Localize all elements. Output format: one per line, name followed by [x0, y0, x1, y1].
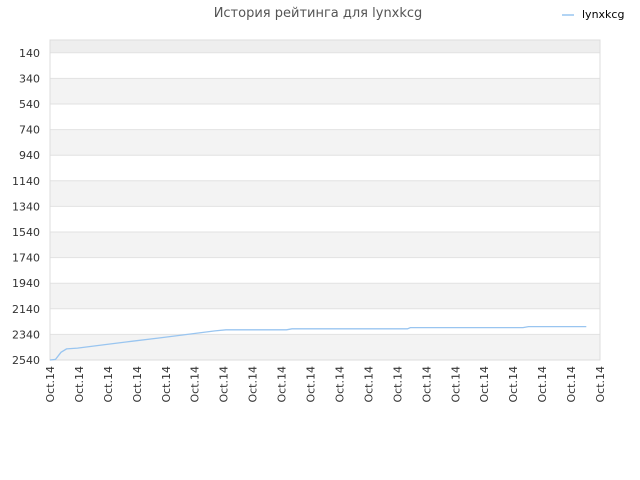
- legend-label-lynxkcg: lynxkcg: [582, 8, 624, 21]
- chart-title: История рейтинга для lynxkcg: [214, 6, 423, 21]
- x-tick-label: Oct.14: [247, 366, 260, 403]
- y-axis-ticks: 140 340 540 740 940 1140 1340 1540 1740 1940 2140 2…: [12, 47, 40, 367]
- x-tick-label: Oct.14: [305, 366, 318, 403]
- plot-band: [50, 308, 600, 335]
- y-tick-label: 740: [19, 124, 40, 137]
- plot-band: [50, 283, 600, 309]
- y-tick-label: 1340: [12, 200, 40, 213]
- plot-band: [50, 52, 600, 79]
- x-tick-label: Oct.14: [391, 366, 404, 403]
- x-tick-label: Oct.14: [131, 366, 144, 403]
- plot-band: [50, 334, 600, 360]
- plot-band: [50, 257, 600, 284]
- plot-area-border: [49, 39, 601, 361]
- x-tick-label: Oct.14: [449, 366, 462, 403]
- y-tick-label: 2140: [12, 303, 40, 316]
- plot-band: [50, 129, 600, 156]
- y-tick-label: 2540: [12, 354, 40, 367]
- plot-band: [50, 180, 600, 207]
- x-tick-label: Oct.14: [189, 366, 202, 403]
- series-layer: [49, 325, 587, 361]
- x-tick-label: Oct.14: [218, 366, 231, 403]
- plot-band: [50, 206, 600, 232]
- y-tick-label: 940: [19, 149, 40, 162]
- plot-band: [50, 104, 600, 130]
- y-tick-label: 1540: [12, 226, 40, 239]
- x-tick-label: Oct.14: [362, 366, 375, 403]
- x-tick-label: Oct.14: [276, 366, 289, 403]
- x-tick-label: Oct.14: [565, 366, 578, 403]
- plot-band: [50, 232, 600, 258]
- x-tick-label: Oct.14: [420, 366, 433, 403]
- y-tick-label: 340: [19, 72, 40, 85]
- y-tick-label: 140: [19, 47, 40, 60]
- legend: lynxkcg: [562, 8, 624, 21]
- x-tick-label: Oct.14: [73, 366, 86, 403]
- x-tick-label: Oct.14: [333, 366, 346, 403]
- x-tick-label: Oct.14: [478, 366, 491, 403]
- plot-background: [50, 40, 600, 360]
- x-tick-label: Oct.14: [160, 366, 173, 403]
- series-line-lynxkcg: [49, 325, 587, 361]
- plot-band: [50, 78, 600, 104]
- x-tick-label: Oct.14: [594, 366, 607, 403]
- x-tick-label: Oct.14: [536, 366, 549, 403]
- y-tick-label: 540: [19, 98, 40, 111]
- plot-band: [50, 40, 600, 53]
- y-tick-label: 1140: [12, 175, 40, 188]
- x-tick-label: Oct.14: [507, 366, 520, 403]
- y-tick-label: 1940: [12, 277, 40, 290]
- plot-band: [50, 155, 600, 181]
- x-tick-label: Oct.14: [102, 366, 115, 403]
- y-tick-label: 2340: [12, 328, 40, 341]
- x-tick-label: Oct.14: [44, 366, 57, 403]
- y-tick-label: 1740: [12, 252, 40, 265]
- x-axis-ticks: Oct.14 Oct.14 Oct.14 Oct.14 Oct.14 Oct.14 Oct.…: [44, 366, 607, 403]
